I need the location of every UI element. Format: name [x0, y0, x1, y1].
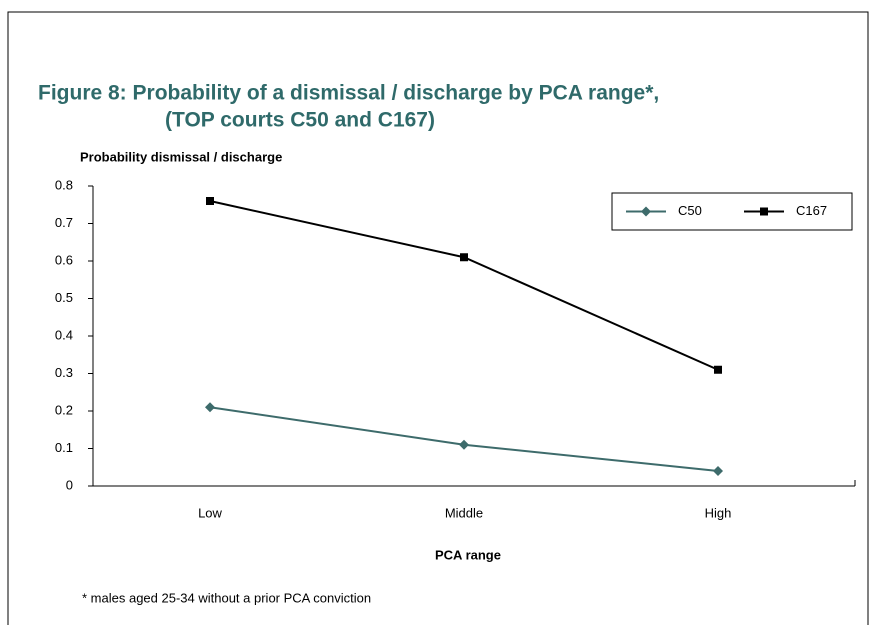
marker [460, 253, 468, 262]
marker [205, 402, 215, 413]
marker [713, 466, 723, 476]
footnote: * males aged 25-34 without a prior PCA c… [82, 590, 371, 605]
y-tick-label: 0.2 [55, 402, 73, 417]
legend-label: C50 [678, 203, 702, 218]
x-tick-label: High [705, 505, 732, 520]
y-tick-label: 0.8 [55, 177, 73, 192]
chart-title: Figure 8: Probability of a dismissal / d… [38, 82, 659, 105]
y-tick-label: 0.5 [55, 290, 73, 305]
y-tick-label: 0.4 [55, 327, 73, 342]
marker [641, 206, 651, 217]
x-axis-label: PCA range [435, 547, 501, 562]
x-tick-label: Middle [445, 505, 483, 520]
y-axis-label: Probability dismissal / discharge [80, 149, 282, 164]
y-tick-label: 0.6 [55, 252, 73, 267]
marker [714, 365, 722, 374]
y-tick-label: 0.3 [55, 365, 73, 380]
marker [459, 439, 469, 450]
frame [7, 11, 869, 625]
y-tick-label: 0.7 [55, 215, 73, 230]
y-tick-label: 0 [66, 477, 73, 492]
marker [206, 197, 214, 205]
marker [760, 207, 768, 216]
x-tick-label: Low [198, 505, 222, 520]
chart-title: (TOP courts C50 and C167) [165, 109, 435, 132]
legend-label: C167 [796, 203, 827, 218]
y-tick-label: 0.1 [55, 440, 73, 455]
